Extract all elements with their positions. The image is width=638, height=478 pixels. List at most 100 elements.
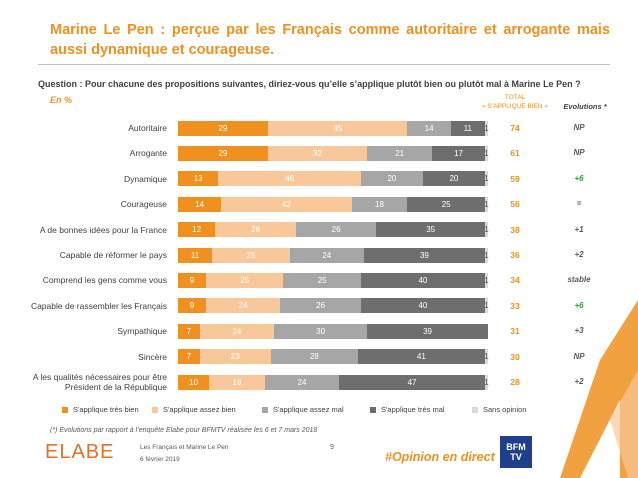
bar-segment: 25 [283, 272, 361, 288]
value-label: 12 [192, 225, 202, 235]
value-label: 11 [190, 250, 200, 260]
bar-segment: 42 [221, 196, 352, 212]
bar-segment: 1 [484, 171, 489, 187]
bar-segment: 26 [295, 222, 377, 238]
value-label: 24 [238, 301, 248, 311]
bar-segment: 9 [178, 298, 206, 314]
value-label: 32 [313, 148, 322, 158]
evolution-value: NP [573, 148, 585, 158]
value-label: 26 [316, 301, 326, 311]
evolution-value: +3 [574, 326, 584, 336]
legend-label: S'applique assez mal [273, 405, 344, 414]
value-label: 24 [232, 326, 242, 336]
evolution-value: = [576, 199, 582, 209]
legend-label: S'applique assez bien [163, 405, 236, 414]
value-label: 40 [418, 275, 428, 285]
bar-segment: 11 [178, 247, 213, 263]
bar-segment: 29 [178, 145, 268, 161]
bar-segment: 14 [178, 196, 222, 212]
total-value: 61 [510, 148, 520, 159]
bar-segment: 25 [407, 196, 485, 212]
value-label: 47 [407, 377, 417, 387]
value-label: 26 [251, 225, 260, 235]
title: Marine Le Pen : perçue par les Français … [50, 22, 610, 58]
value-label: 1 [484, 352, 489, 362]
total-value: 74 [510, 123, 520, 133]
category-label: Sympathique [117, 326, 167, 337]
value-label: 1 [484, 275, 489, 285]
category-label: Sincère [138, 351, 167, 362]
evolution-value: NP [573, 351, 585, 361]
legend-item: Sans opinion [472, 405, 526, 414]
value-label: 21 [395, 148, 405, 158]
legend-swatch [472, 406, 478, 413]
bar-segment: 14 [407, 120, 451, 136]
bar-segment: 24 [264, 374, 340, 390]
value-label: 30 [316, 326, 326, 336]
bar-segment: 32 [267, 145, 368, 161]
bar-segment: 39 [367, 323, 488, 339]
legend-swatch [370, 406, 376, 413]
total-header: TOTAL [504, 94, 526, 101]
value-label: 39 [423, 326, 432, 336]
partner-logo: BFM TV [500, 436, 532, 468]
value-label: 11 [463, 123, 472, 133]
bar-segment: 46 [218, 171, 361, 187]
evolution-value: +1 [574, 224, 584, 234]
value-label: 14 [195, 199, 205, 209]
bar-segment: 1 [484, 247, 489, 263]
bar-segment: 29 [178, 120, 268, 136]
value-label: 26 [331, 225, 341, 235]
category-label: A les qualités nécessaires pour être Pré… [32, 372, 167, 392]
bar-segment: 41 [357, 349, 485, 365]
legend-item: S'applique assez mal [262, 405, 344, 414]
bar-segment: 39 [364, 247, 485, 263]
value-label: 20 [449, 174, 459, 184]
total-value: 36 [510, 250, 520, 260]
value-label: 10 [189, 377, 198, 387]
category-label: A de bonnes idées pour la France [39, 224, 167, 235]
bar-segment: 1 [484, 349, 489, 365]
total-value: 31 [510, 326, 520, 337]
bar-segment: 45 [267, 120, 408, 136]
bar-segment: 24 [289, 247, 364, 263]
value-label: 7 [186, 352, 192, 362]
evolution-value: +2 [574, 250, 584, 259]
legend-item: S'applique très mal [370, 405, 445, 414]
bar-segment: 1 [484, 374, 489, 390]
value-label: 45 [333, 123, 343, 133]
legend-swatch [262, 406, 268, 413]
bar-segment: 40 [360, 298, 485, 314]
value-label: 24 [297, 377, 307, 387]
bar-segment: 20 [422, 171, 485, 187]
bar-segment: 23 [199, 349, 271, 365]
value-label: 1 [484, 199, 489, 209]
total-value: 56 [510, 199, 520, 210]
bar-segment: 18 [351, 196, 408, 212]
page-number: 9 [330, 444, 334, 451]
bar-segment: 20 [360, 171, 423, 187]
date: 6 février 2019 [140, 456, 180, 463]
category-label: Capable de réformer le pays [59, 250, 167, 260]
legend-swatch [152, 406, 158, 413]
total-value: 38 [510, 224, 520, 235]
value-label: 14 [424, 123, 434, 133]
category-label: Capable de rassembler les Français [30, 300, 167, 311]
value-label: 17 [454, 148, 463, 158]
value-label: 1 [484, 148, 489, 158]
bar-segment: 25 [205, 272, 284, 288]
total-value: 30 [510, 351, 520, 362]
value-label: 29 [218, 123, 228, 133]
value-label: 1 [484, 301, 489, 311]
value-label: 13 [193, 174, 203, 184]
bar-segment: 24 [199, 323, 275, 339]
total-value: 59 [510, 173, 520, 184]
legend-swatch [62, 406, 68, 413]
value-label: 18 [375, 199, 384, 209]
category-label: Arrogante [129, 148, 167, 159]
value-label: 39 [419, 250, 429, 260]
value-label: 24 [322, 250, 332, 260]
evolution-value: NP [573, 123, 585, 132]
separator [38, 64, 610, 65]
